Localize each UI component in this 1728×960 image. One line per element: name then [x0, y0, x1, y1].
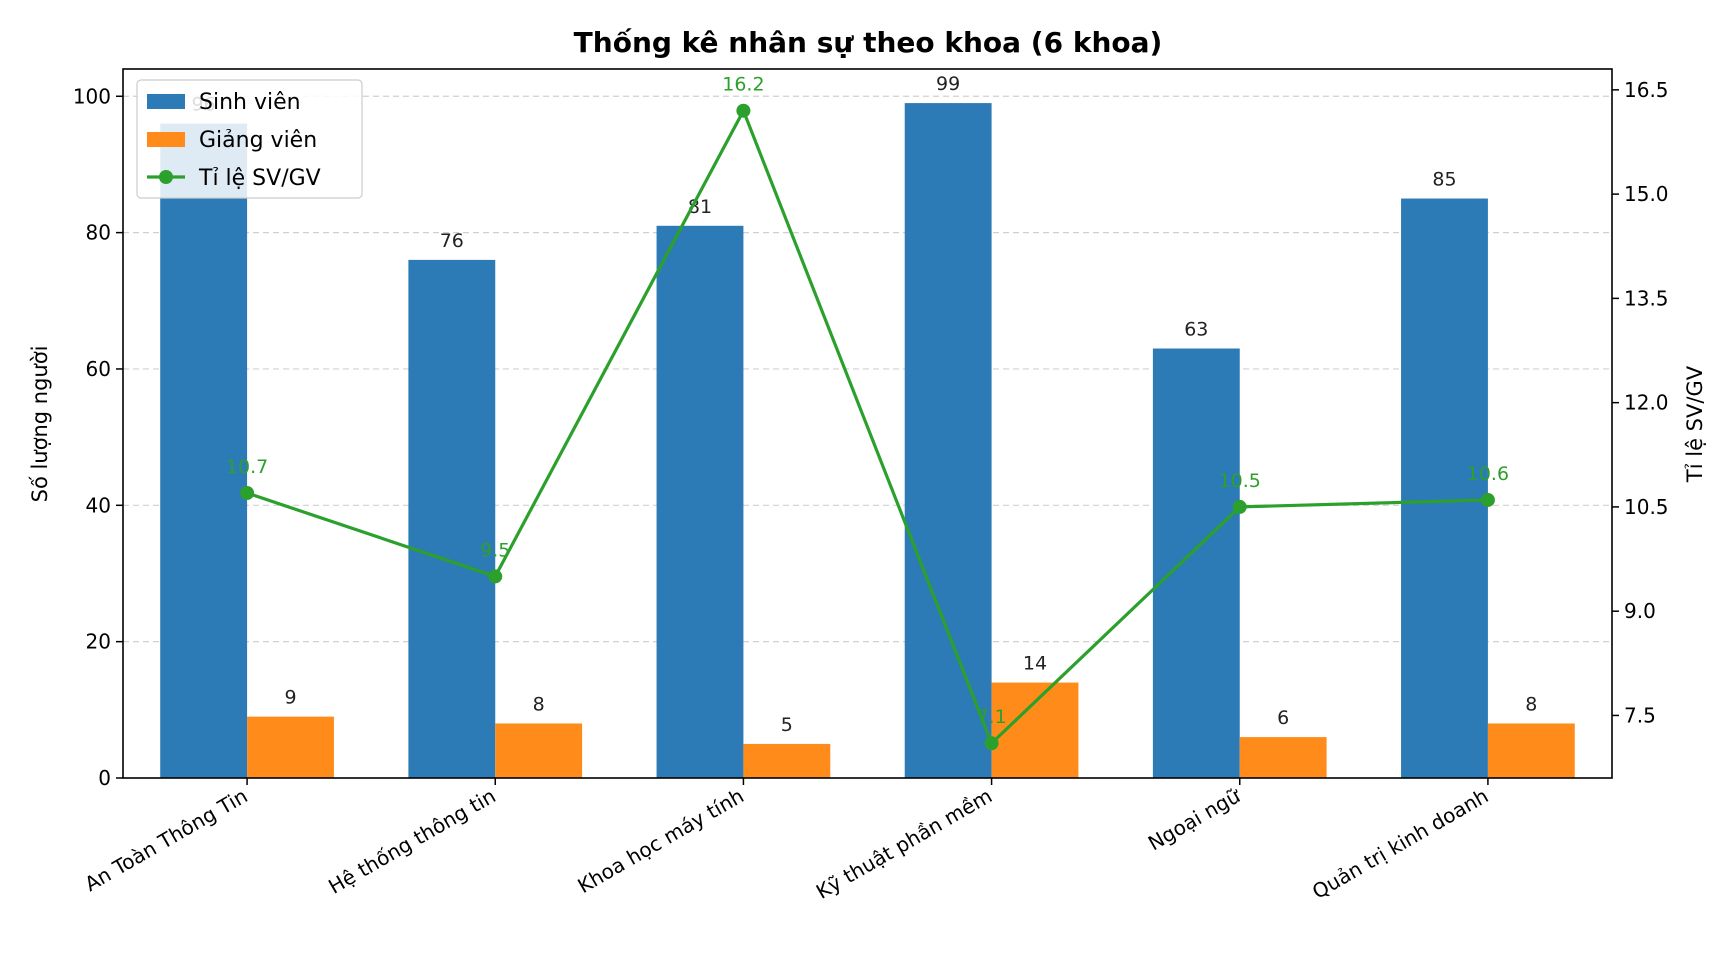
- ratio-point: [736, 103, 751, 118]
- x-tick-label: An Toàn Thông Tin: [80, 784, 251, 897]
- chart-title: Thống kê nhân sự theo khoa (6 khoa): [574, 26, 1163, 59]
- ratio-point: [984, 736, 999, 751]
- ratio-label: 9.5: [480, 539, 510, 561]
- y2-tick-label: 16.5: [1624, 78, 1669, 102]
- ratio-label: 10.7: [226, 456, 268, 478]
- legend-box: [136, 79, 363, 199]
- ratio-label: 10.6: [1467, 463, 1509, 485]
- bar-giang-vien: [247, 716, 334, 778]
- x-tick-label: Quản trị kinh doanh: [1308, 784, 1492, 904]
- bar-label-sinh-vien: 63: [1184, 319, 1208, 341]
- x-tick-label: Ngoại ngữ: [1144, 783, 1246, 856]
- ratio-label: 16.2: [722, 74, 764, 96]
- y2-axis-title: Tỉ lệ SV/GV: [1683, 365, 1707, 483]
- ratio-point: [1232, 499, 1247, 514]
- y-tick-label: 60: [86, 357, 111, 381]
- plot-frame: [122, 68, 1613, 779]
- legend-swatch: [147, 94, 185, 109]
- ratio-line-group: 10.7 9.5 16.2 7.1 10.5 10.6: [226, 74, 1509, 751]
- y-tick-label: 0: [98, 766, 111, 790]
- bar-sinh-vien: [904, 103, 992, 778]
- ratio-line: [246, 109, 1488, 745]
- legend-label: Tỉ lệ SV/GV: [198, 166, 321, 191]
- y-tick-label: 80: [86, 221, 111, 245]
- y2-tick-label: 10.5: [1624, 495, 1669, 519]
- bars-group: 9697688159914636858: [160, 73, 1575, 779]
- bar-label-giang-vien: 6: [1277, 707, 1289, 729]
- bar-giang-vien: [743, 743, 831, 778]
- legend-label: Sinh viên: [199, 90, 301, 115]
- ratio-point: [488, 569, 503, 584]
- y-tick-label: 40: [86, 493, 111, 517]
- ratio-point: [1480, 492, 1495, 507]
- bar-giang-vien: [495, 723, 583, 778]
- bar-sinh-vien: [656, 225, 744, 778]
- legend-swatch-marker: [159, 170, 173, 184]
- y-tick-label: 20: [86, 630, 111, 654]
- bar-label-sinh-vien: 85: [1432, 169, 1456, 191]
- bar-label-sinh-vien: 76: [440, 230, 464, 252]
- bar-sinh-vien: [408, 259, 496, 778]
- legend-swatch: [147, 132, 185, 147]
- x-tick-label: Kỹ thuật phần mềm: [812, 784, 996, 904]
- ratio-point: [240, 486, 255, 501]
- ratio-label: 10.5: [1219, 470, 1261, 492]
- bar-giang-vien: [1487, 723, 1575, 778]
- y-axis-title: Số lượng người: [28, 346, 52, 503]
- bar-label-giang-vien: 9: [284, 687, 296, 709]
- y2-tick-label: 13.5: [1624, 286, 1669, 310]
- bar-sinh-vien: [1152, 348, 1240, 778]
- bar-label-giang-vien: 5: [781, 714, 793, 736]
- bar-label-giang-vien: 8: [1525, 693, 1537, 715]
- grid-lines: [123, 95, 1612, 643]
- bar-label-giang-vien: 8: [533, 693, 545, 715]
- bar-giang-vien: [1239, 737, 1327, 778]
- legend-label: Giảng viên: [199, 128, 317, 153]
- x-tick-label: Khoa học máy tính: [573, 784, 747, 899]
- y-tick-label: 100: [73, 84, 111, 108]
- y2-tick-label: 7.5: [1624, 703, 1656, 727]
- bar-label-giang-vien: 14: [1023, 653, 1047, 675]
- bar-label-sinh-vien: 99: [936, 73, 960, 95]
- bar-sinh-vien: [160, 123, 248, 779]
- x-tick-label: Hệ thống thông tin: [324, 784, 499, 899]
- bar-sinh-vien: [1401, 198, 1488, 779]
- ratio-label: 7.1: [976, 706, 1006, 728]
- y2-tick-label: 12.0: [1624, 391, 1669, 415]
- y2-tick-label: 9.0: [1624, 599, 1656, 623]
- legend: Sinh viên Giảng viên Tỉ lệ SV/GV: [136, 79, 363, 199]
- y2-tick-label: 15.0: [1624, 182, 1669, 206]
